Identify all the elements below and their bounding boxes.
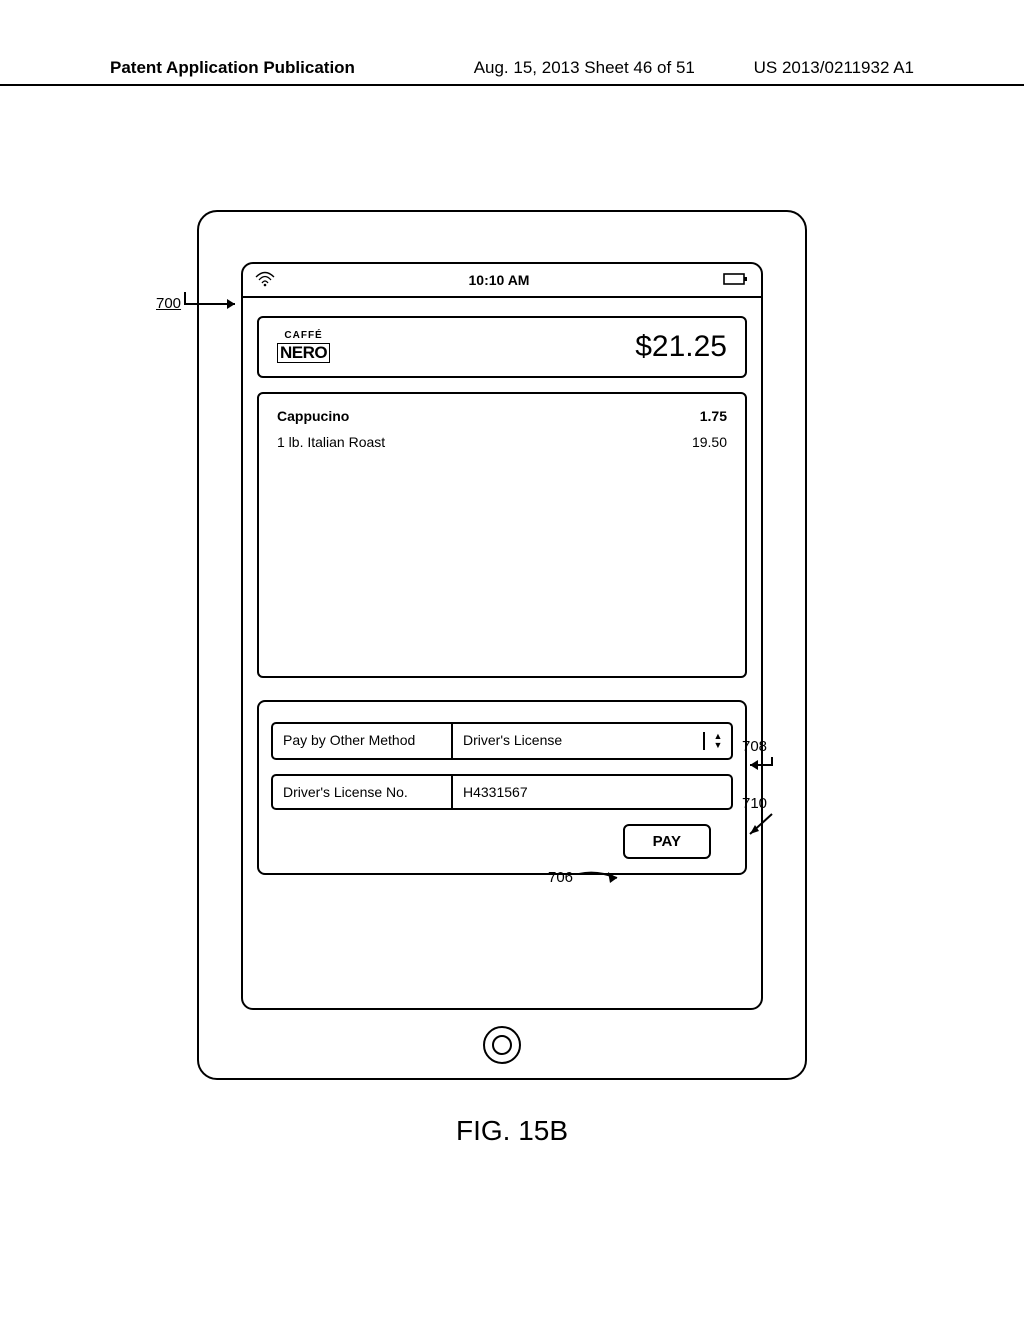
home-button[interactable] [483,1026,521,1064]
battery-icon [719,272,749,288]
status-time: 10:10 AM [279,272,719,288]
merchant-logo: CAFFÉ NERO [277,331,330,363]
line-item: Cappucino 1.75 [277,408,727,424]
tablet-frame: 10:10 AM CAFFÉ NERO $21.25 Cappuc [197,210,807,1080]
payment-card: Pay by Other Method Driver's License ▲ ▼… [257,700,747,875]
item-name: 1 lb. Italian Roast [277,434,385,450]
payment-method-select[interactable]: Driver's License ▲ ▼ [451,722,733,760]
callout-706: 706 [548,868,627,886]
chevron-down-icon: ▼ [714,741,723,750]
item-price: 1.75 [700,408,727,424]
order-total: $21.25 [635,330,727,364]
license-number-label: Driver's License No. [271,774,451,810]
merchant-total-card: CAFFÉ NERO $21.25 [257,316,747,378]
patent-page-header: Patent Application Publication Aug. 15, … [0,58,1024,86]
home-button-inner-icon [492,1035,512,1055]
callout-710-label: 710 [742,795,767,812]
item-name: Cappucino [277,408,349,424]
callout-700: 700 [156,290,243,316]
header-left: Patent Application Publication [110,58,355,78]
license-number-row: Driver's License No. H4331567 [271,774,733,810]
screen-content: CAFFÉ NERO $21.25 Cappucino 1.75 1 lb. I… [243,298,761,1008]
callout-710: 710 [742,795,776,838]
line-items-card: Cappucino 1.75 1 lb. Italian Roast 19.50 [257,392,747,678]
status-bar: 10:10 AM [243,264,761,298]
item-price: 19.50 [692,434,727,450]
license-number-input[interactable]: H4331567 [451,774,733,810]
callout-700-label: 700 [156,295,181,312]
stepper-icon[interactable]: ▲ ▼ [703,732,731,750]
callout-706-label: 706 [548,869,573,886]
payment-method-row: Pay by Other Method Driver's License ▲ ▼ [271,722,733,760]
callout-708-label: 708 [742,738,767,755]
header-right: US 2013/0211932 A1 [754,58,914,78]
line-item: 1 lb. Italian Roast 19.50 [277,434,727,450]
merchant-line2: NERO [277,343,330,363]
tablet-screen: 10:10 AM CAFFÉ NERO $21.25 Cappuc [241,262,763,1010]
pay-button[interactable]: PAY [623,824,711,859]
payment-method-value: Driver's License [463,732,703,750]
payment-method-label: Pay by Other Method [271,722,451,760]
wifi-icon [255,271,279,290]
callout-708: 708 [742,738,776,775]
figure-caption: FIG. 15B [0,1115,1024,1147]
pay-row: PAY [271,824,733,859]
merchant-line1: CAFFÉ [277,331,330,342]
header-center: Aug. 15, 2013 Sheet 46 of 51 [355,58,754,78]
license-number-value: H4331567 [463,784,528,800]
